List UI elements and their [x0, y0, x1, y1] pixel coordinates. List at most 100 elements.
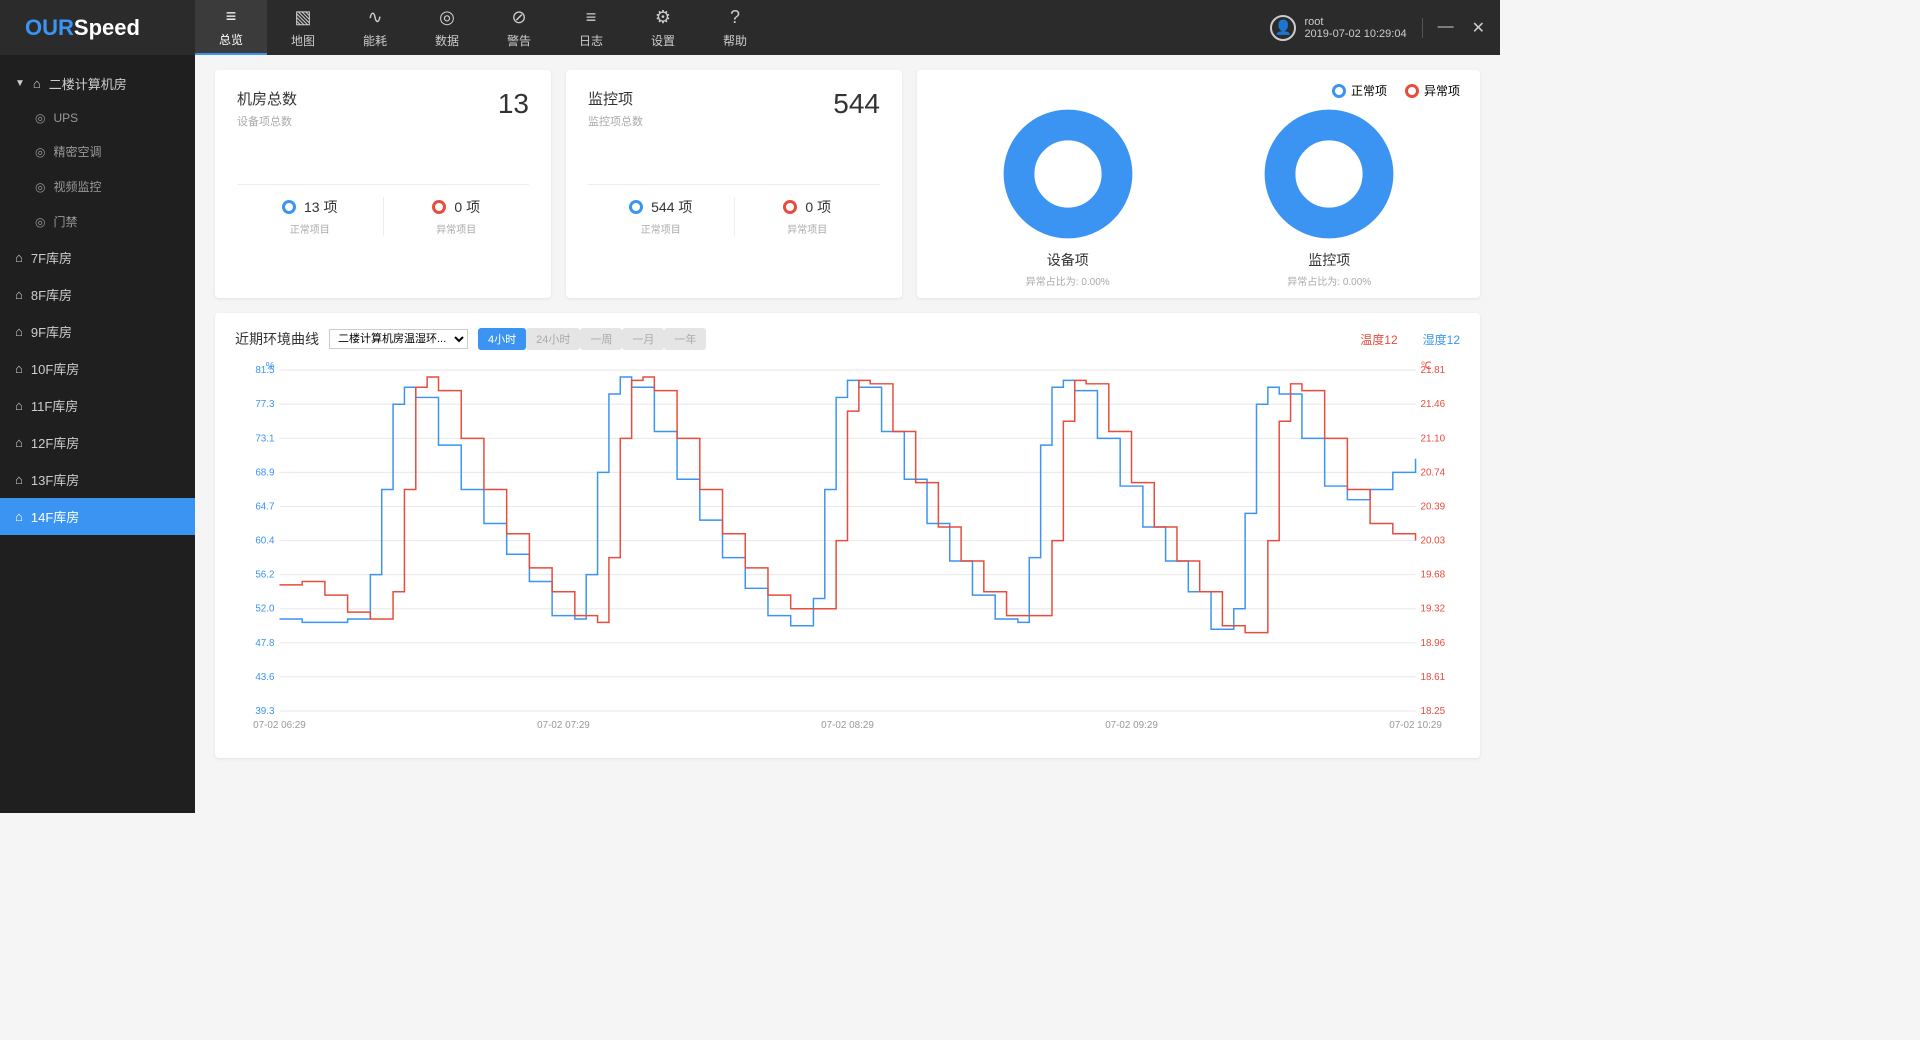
sidebar-label: 14F库房: [31, 507, 79, 526]
circle-icon: ◎: [35, 111, 45, 125]
stat-sub: 设备项总数: [237, 113, 297, 129]
abnormal-count: 0 项: [805, 197, 831, 217]
sidebar-child[interactable]: ◎UPS: [0, 102, 195, 134]
svg-text:07-02 08:29: 07-02 08:29: [821, 720, 874, 731]
timerange-button[interactable]: 一年: [664, 328, 706, 350]
nav-警告[interactable]: ⊘ 警告: [483, 0, 555, 55]
nav-总览[interactable]: ≡ 总览: [195, 0, 267, 55]
home-icon: ⌂: [15, 472, 23, 487]
nav-icon: ≡: [226, 6, 237, 27]
sidebar-label: 13F库房: [31, 470, 79, 489]
nav-label: 日志: [579, 32, 603, 49]
home-icon: ⌂: [15, 398, 23, 413]
chart-dropdown[interactable]: 二楼计算机房温湿环...: [329, 329, 468, 349]
nav-label: 总览: [219, 31, 243, 48]
ring-icon: [1405, 84, 1419, 98]
home-icon: ⌂: [15, 509, 23, 524]
sidebar-item[interactable]: ⌂8F库房: [0, 276, 195, 313]
sidebar-label: 9F库房: [31, 322, 72, 341]
svg-text:73.1: 73.1: [255, 433, 274, 444]
sidebar-item[interactable]: ⌂9F库房: [0, 313, 195, 350]
sidebar-child[interactable]: ◎视频监控: [0, 169, 195, 204]
stat-value: 13: [498, 88, 529, 120]
sidebar-item[interactable]: ⌂7F库房: [0, 239, 195, 276]
sidebar-label: 7F库房: [31, 248, 72, 267]
svg-text:℃: ℃: [1420, 361, 1431, 372]
sidebar-item[interactable]: ⌂ 11F库房: [0, 387, 195, 424]
svg-text:19.32: 19.32: [1420, 604, 1445, 615]
sidebar-child[interactable]: ◎ 精密空调: [0, 134, 195, 169]
normal-count: 544 项: [651, 197, 692, 217]
user-block[interactable]: 👤 root 2019-07-02 10:29:04: [1270, 15, 1406, 41]
sidebar-item[interactable]: ⌂ 13F库房: [0, 461, 195, 498]
cards-row: 机房总数 设备项总数 13 13 项 正常项目 0 项 异常项目: [215, 70, 1480, 298]
user-name: root: [1304, 16, 1406, 28]
svg-text:07-02 09:29: 07-02 09:29: [1105, 720, 1158, 731]
legend-normal: 正常项: [1351, 82, 1387, 99]
svg-text:18.61: 18.61: [1420, 672, 1445, 683]
svg-text:20.74: 20.74: [1420, 467, 1445, 478]
svg-text:60.4: 60.4: [255, 536, 275, 547]
nav-能耗[interactable]: ∿能耗: [339, 0, 411, 55]
close-button[interactable]: ✕: [1472, 18, 1485, 38]
abnormal-count: 0 项: [454, 197, 480, 217]
svg-text:20.39: 20.39: [1420, 501, 1445, 512]
donut-sub: 异常占比为: 0.00%: [1026, 273, 1110, 288]
nav-日志[interactable]: ≡日志: [555, 0, 627, 55]
stat-card-rooms: 机房总数 设备项总数 13 13 项 正常项目 0 项 异常项目: [215, 70, 551, 298]
sidebar-item[interactable]: ⌂ 14F库房: [0, 498, 195, 535]
legend-abnormal: 异常项: [1424, 82, 1460, 99]
donut-title: 监控项: [1308, 250, 1350, 270]
svg-text:43.6: 43.6: [255, 672, 275, 683]
timerange-button[interactable]: 24小时: [526, 328, 580, 350]
svg-text:56.2: 56.2: [255, 570, 274, 581]
svg-text:39.3: 39.3: [255, 706, 275, 717]
sidebar-child-label: 门禁: [53, 213, 77, 230]
home-icon: ⌂: [15, 361, 23, 376]
nav-label: 地图: [291, 32, 315, 49]
sidebar-label: 11F库房: [31, 396, 78, 415]
normal-label: 正常项目: [290, 221, 330, 236]
nav-icon: ?: [730, 7, 740, 28]
ring-icon: [432, 200, 446, 214]
svg-text:52.0: 52.0: [255, 604, 275, 615]
donut-monitor: 监控项 异常占比为: 0.00%: [1259, 104, 1399, 288]
svg-text:21.10: 21.10: [1420, 433, 1445, 444]
normal-label: 正常项目: [641, 221, 681, 236]
nav-icon: ⊘: [511, 7, 526, 28]
sidebar-child-label: 精密空调: [53, 143, 101, 160]
timerange-button[interactable]: 4小时: [478, 328, 526, 350]
sidebar-child[interactable]: ◎ 门禁: [0, 204, 195, 239]
sidebar-item[interactable]: ▼⌂二楼计算机房: [0, 65, 195, 102]
avatar-icon: 👤: [1270, 15, 1296, 41]
nav-帮助[interactable]: ?帮助: [699, 0, 771, 55]
nav-icon: ▧: [294, 7, 311, 28]
timerange-button[interactable]: 一月: [622, 328, 664, 350]
ring-icon: [783, 200, 797, 214]
normal-count: 13 项: [304, 197, 337, 217]
nav-地图[interactable]: ▧ 地图: [267, 0, 339, 55]
nav-设置[interactable]: ⚙设置: [627, 0, 699, 55]
circle-icon: ◎: [35, 215, 45, 229]
abnormal-label: 异常项目: [787, 221, 827, 236]
nav-label: 警告: [507, 32, 531, 49]
sidebar-label: 8F库房: [31, 285, 72, 304]
abnormal-label: 异常项目: [436, 221, 476, 236]
svg-text:18.25: 18.25: [1420, 706, 1445, 717]
window-controls: — ✕: [1422, 18, 1485, 38]
nav-label: 设置: [651, 32, 675, 49]
donut-sub: 异常占比为: 0.00%: [1287, 273, 1371, 288]
circle-icon: ◎: [35, 145, 45, 159]
timerange-button[interactable]: 一周: [580, 328, 622, 350]
donut-device: 设备项 异常占比为: 0.00%: [998, 104, 1138, 288]
nav-数据[interactable]: ◎数据: [411, 0, 483, 55]
sidebar-item[interactable]: ⌂ 12F库房: [0, 424, 195, 461]
sidebar-item[interactable]: ⌂10F库房: [0, 350, 195, 387]
minimize-button[interactable]: —: [1438, 18, 1454, 38]
main-content: 机房总数 设备项总数 13 13 项 正常项目 0 项 异常项目: [195, 55, 1500, 813]
logo-suffix: Speed: [74, 15, 140, 40]
donut-legend: 正常项 异常项: [937, 82, 1460, 99]
sidebar-label: 12F库房: [31, 433, 79, 452]
home-icon: ⌂: [15, 435, 23, 450]
donut-chart: [998, 104, 1138, 244]
